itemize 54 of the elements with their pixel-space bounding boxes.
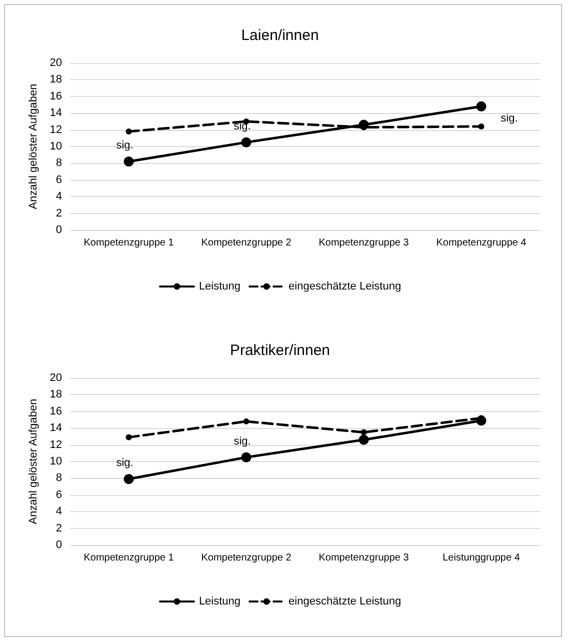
point	[360, 429, 367, 436]
x-tick-label: Kompetenzgruppe 1	[84, 552, 174, 564]
y-tick-label: 16	[50, 90, 62, 102]
x-tick-label: Kompetenzgruppe 3	[318, 238, 410, 248]
y-tick-label: 14	[50, 107, 62, 120]
y-tick-label: 6	[56, 174, 62, 186]
x-tick-label: Leistunggruppe 4	[442, 552, 520, 564]
y-tick-label: 0	[56, 224, 62, 236]
point	[478, 123, 484, 130]
y-tick-label: 2	[56, 207, 62, 220]
chart-title: Praktiker/innen	[230, 342, 330, 359]
point	[124, 156, 134, 167]
point	[241, 137, 252, 148]
y-tick-label: 20	[50, 372, 62, 384]
x-tick-label: Kompetenzgruppe 2	[201, 238, 292, 248]
y-tick-label: 18	[50, 74, 62, 86]
x-tick-label: Kompetenzgruppe 4	[436, 238, 527, 248]
x-tick-label: Kompetenzgruppe 2	[201, 552, 292, 564]
y-tick-label: 10	[50, 140, 62, 152]
y-tick-label: 6	[56, 488, 62, 501]
point	[243, 418, 250, 424]
y-tick-label: 10	[50, 456, 62, 468]
point	[476, 101, 486, 112]
y-tick-label: 12	[50, 124, 62, 136]
legend-label: Leistung	[198, 596, 241, 608]
annotation: sig.	[500, 112, 518, 124]
chart-title: Laien/innen	[241, 27, 319, 44]
annotation: sig.	[234, 120, 251, 132]
y-axis-title: Anzahl gelöster Aufgaben	[27, 398, 40, 524]
y-tick-label: 14	[50, 422, 62, 434]
y-tick-label: 0	[56, 539, 62, 551]
x-tick-label: Kompetenzgruppe 3	[318, 552, 410, 564]
point	[126, 128, 132, 134]
y-tick-label: 20	[50, 57, 62, 69]
y-tick-label: 8	[56, 157, 62, 170]
x-tick-label: Kompetenzgruppe 1	[84, 238, 174, 248]
legend-label: Leistung	[198, 280, 241, 292]
legend-label: eingeschätzte Leistung	[288, 280, 402, 292]
legend-label: eingeschätzte Leistung	[288, 596, 402, 608]
y-axis-title: Anzahl gelöster Aufgaben	[27, 84, 40, 210]
annotation: sig.	[116, 457, 134, 470]
point	[124, 474, 134, 484]
annotation: sig.	[116, 140, 134, 152]
y-tick-label: 4	[56, 506, 62, 518]
y-tick-label: 16	[50, 405, 62, 418]
y-tick-label: 2	[56, 522, 62, 534]
y-tick-label: 12	[50, 438, 62, 451]
point	[126, 434, 132, 440]
annotation: sig.	[234, 435, 251, 448]
y-tick-label: 8	[56, 472, 62, 484]
point	[358, 434, 369, 445]
y-tick-label: 18	[50, 388, 62, 401]
point	[241, 452, 252, 462]
y-tick-label: 4	[56, 190, 62, 203]
